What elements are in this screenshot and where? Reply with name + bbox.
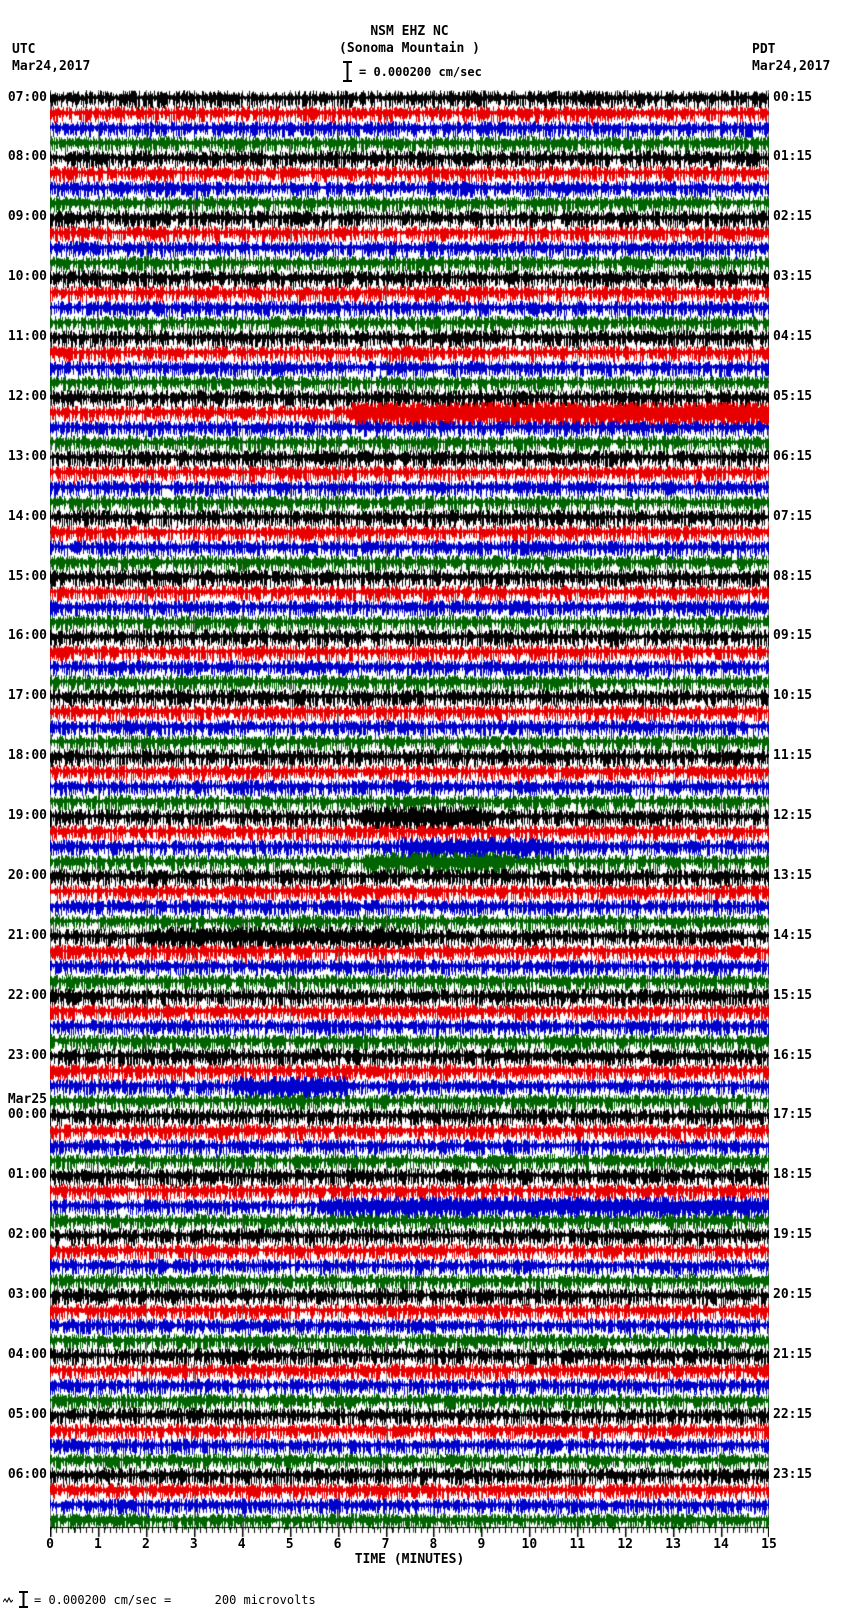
x-tick-label: 11 bbox=[569, 1537, 586, 1552]
pdt-quarter-label: 11:15 bbox=[773, 748, 813, 763]
scale-note: = 0.000200 cm/sec bbox=[343, 61, 482, 82]
utc-hour-label: 18:00 bbox=[7, 748, 47, 763]
left-header: UTC Mar24,2017 bbox=[12, 41, 90, 75]
utc-hour-label: 23:00 bbox=[7, 1048, 47, 1063]
utc-hour-label: 12:00 bbox=[7, 389, 47, 404]
pdt-quarter-label: 07:15 bbox=[773, 509, 813, 524]
utc-hour-label: 11:00 bbox=[7, 329, 47, 344]
x-tick-label: 15 bbox=[761, 1537, 777, 1552]
right-header: PDT Mar24,2017 bbox=[752, 41, 830, 75]
station-location: (Sonoma Mountain ) bbox=[339, 41, 480, 56]
utc-hour-label: 17:00 bbox=[7, 688, 47, 703]
x-tick-label: 2 bbox=[141, 1537, 150, 1552]
pdt-quarter-label: 06:15 bbox=[773, 449, 813, 464]
x-tick-label: 3 bbox=[189, 1537, 198, 1552]
utc-hour-label: 06:00 bbox=[7, 1467, 47, 1482]
x-tick-label: 4 bbox=[237, 1537, 246, 1552]
x-tick-label: 13 bbox=[665, 1537, 681, 1552]
right-timezone: PDT bbox=[752, 42, 776, 57]
pdt-quarter-label: 01:15 bbox=[773, 149, 813, 164]
x-tick-label: 6 bbox=[333, 1537, 342, 1552]
waveform-mark-icon bbox=[3, 1596, 13, 1603]
utc-hour-label: 22:00 bbox=[7, 988, 47, 1003]
pdt-quarter-label: 22:15 bbox=[773, 1407, 813, 1422]
utc-hour-label: 01:00 bbox=[7, 1167, 47, 1182]
pdt-quarter-label: 23:15 bbox=[773, 1467, 813, 1482]
utc-hour-label: 19:00 bbox=[7, 808, 47, 823]
pdt-quarter-label: 14:15 bbox=[773, 928, 813, 943]
x-tick-label: 7 bbox=[381, 1537, 390, 1552]
pdt-quarter-label: 12:15 bbox=[773, 808, 813, 823]
utc-hour-label: 15:00 bbox=[7, 569, 47, 584]
pdt-quarter-label: 15:15 bbox=[773, 988, 813, 1003]
footer-scale-text: = 0.000200 cm/sec = 200 microvolts bbox=[34, 1592, 316, 1607]
utc-hour-label: 21:00 bbox=[7, 928, 47, 943]
pdt-quarter-label: 03:15 bbox=[773, 269, 813, 284]
pdt-quarter-label: 04:15 bbox=[773, 329, 813, 344]
amplitude-scale-icon bbox=[19, 1591, 28, 1608]
utc-hour-label: 05:00 bbox=[7, 1407, 47, 1422]
utc-hour-label: 03:00 bbox=[7, 1287, 47, 1302]
x-tick-label: 8 bbox=[429, 1537, 438, 1552]
utc-hour-label: 02:00 bbox=[7, 1227, 47, 1242]
utc-hour-label: 08:00 bbox=[7, 149, 47, 164]
date-rollover-label: Mar25 bbox=[7, 1092, 47, 1107]
amplitude-scale-icon bbox=[343, 61, 352, 82]
pdt-quarter-label: 17:15 bbox=[773, 1107, 813, 1122]
pdt-quarter-label: 10:15 bbox=[773, 688, 813, 703]
footer-scale-note: = 0.000200 cm/sec = 200 microvolts bbox=[3, 1591, 316, 1608]
pdt-quarter-label: 19:15 bbox=[773, 1227, 813, 1242]
left-timezone: UTC bbox=[12, 42, 36, 57]
utc-hour-label: 07:00 bbox=[7, 90, 47, 105]
x-tick-label: 1 bbox=[94, 1537, 102, 1552]
pdt-quarter-label: 05:15 bbox=[773, 389, 813, 404]
pdt-quarter-label: 02:15 bbox=[773, 209, 813, 224]
utc-hour-label: 16:00 bbox=[7, 628, 47, 643]
utc-hour-label: 14:00 bbox=[7, 509, 47, 524]
left-date: Mar24,2017 bbox=[12, 59, 91, 74]
pdt-quarter-label: 18:15 bbox=[773, 1167, 813, 1182]
x-axis-title: TIME (MINUTES) bbox=[354, 1552, 465, 1567]
pdt-quarter-label: 13:15 bbox=[773, 868, 813, 883]
x-tick-label: 0 bbox=[46, 1537, 54, 1552]
pdt-quarter-label: 08:15 bbox=[773, 569, 813, 584]
utc-hour-label: 10:00 bbox=[7, 269, 47, 284]
right-date: Mar24,2017 bbox=[752, 59, 831, 74]
station-title: NSM EHZ NC bbox=[370, 24, 449, 39]
x-tick-label: 10 bbox=[521, 1537, 538, 1552]
scale-label: = 0.000200 cm/sec bbox=[359, 64, 482, 79]
pdt-quarter-label: 21:15 bbox=[773, 1347, 813, 1362]
seismogram-canvas bbox=[50, 90, 769, 1574]
pdt-quarter-label: 20:15 bbox=[773, 1287, 813, 1302]
x-tick-label: 14 bbox=[713, 1537, 729, 1552]
utc-hour-label: 20:00 bbox=[7, 868, 47, 883]
x-tick-label: 9 bbox=[477, 1537, 486, 1552]
pdt-quarter-label: 00:15 bbox=[773, 90, 813, 105]
utc-hour-label: 09:00 bbox=[7, 209, 47, 224]
utc-hour-label: 00:00 bbox=[7, 1107, 47, 1122]
utc-hour-label: 13:00 bbox=[7, 449, 47, 464]
x-tick-label: 5 bbox=[285, 1537, 294, 1552]
x-tick-label: 12 bbox=[617, 1537, 634, 1552]
utc-hour-label: 04:00 bbox=[7, 1347, 47, 1362]
pdt-quarter-label: 09:15 bbox=[773, 628, 813, 643]
pdt-quarter-label: 16:15 bbox=[773, 1048, 813, 1063]
